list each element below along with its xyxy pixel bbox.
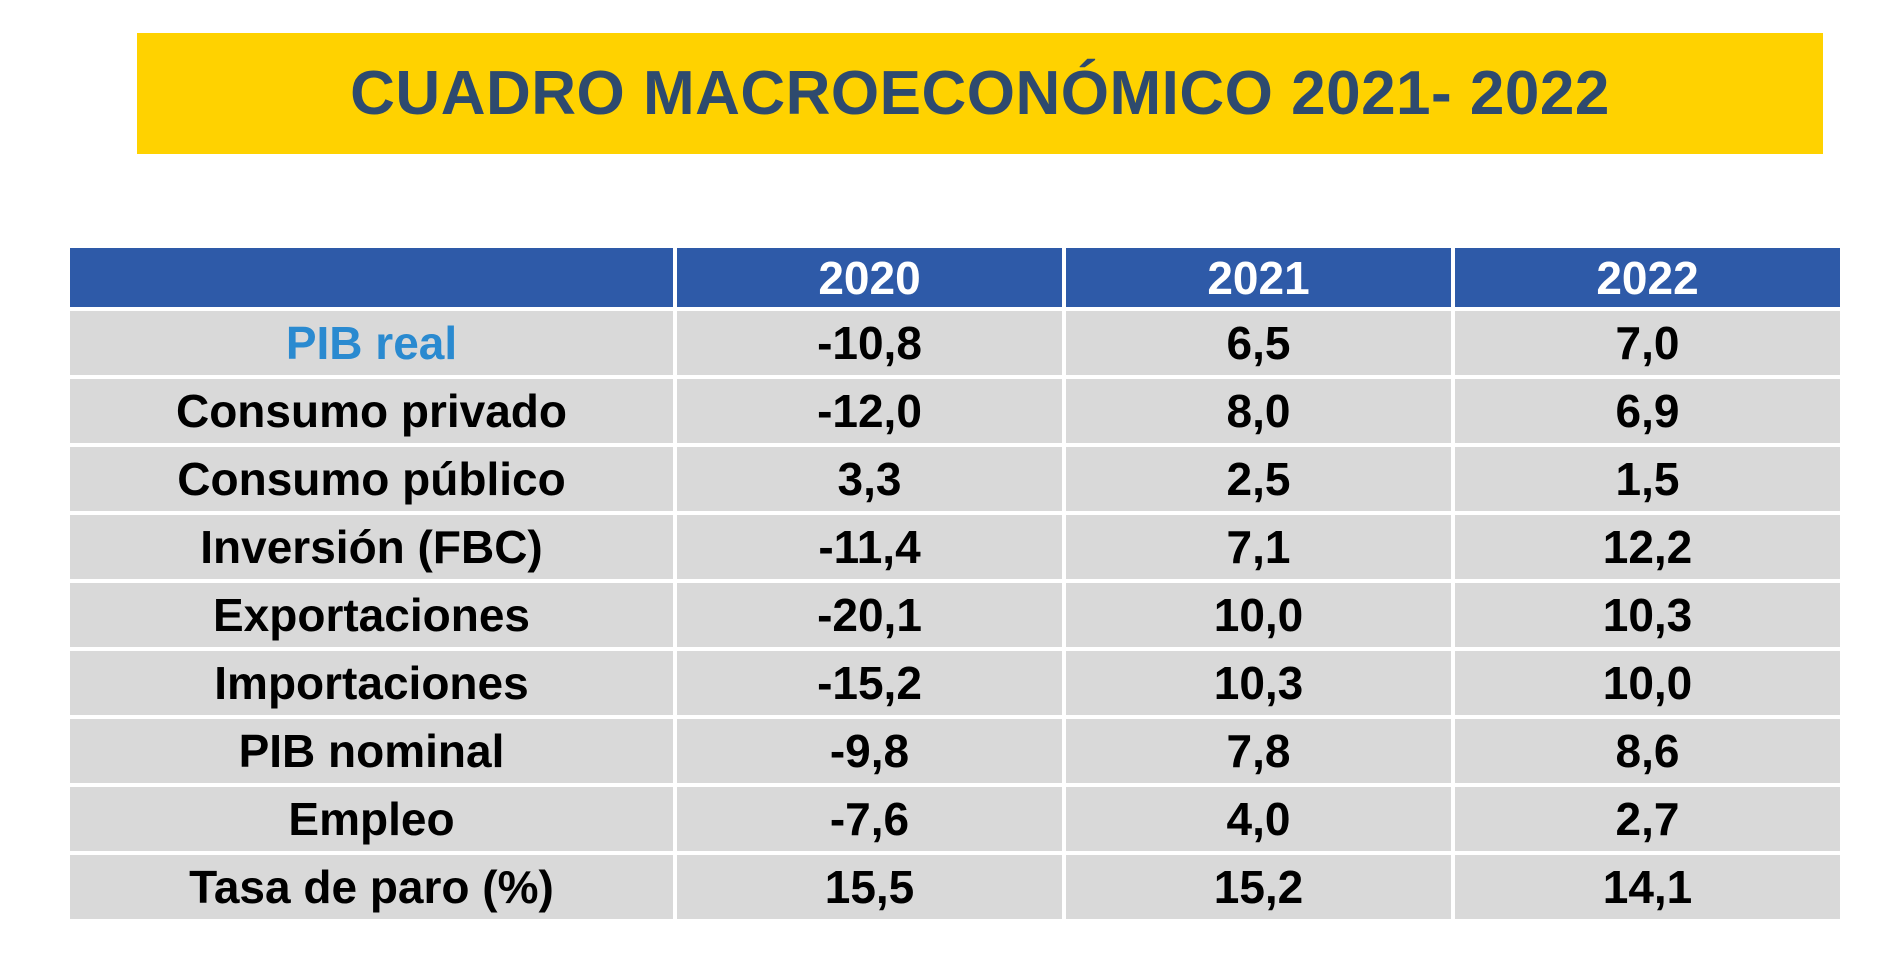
table-cell: -10,8 xyxy=(677,311,1062,375)
table-row: Exportaciones -20,1 10,0 10,3 xyxy=(70,583,1840,647)
table-cell: 3,3 xyxy=(677,447,1062,511)
header-row: 2020 2021 2022 xyxy=(70,248,1840,307)
table-header: 2020 2021 2022 xyxy=(70,248,1840,307)
title-banner: CUADRO MACROECONÓMICO 2021- 2022 xyxy=(137,33,1823,154)
table-cell: 4,0 xyxy=(1066,787,1451,851)
row-label: Inversión (FBC) xyxy=(70,515,673,579)
table-cell: 1,5 xyxy=(1455,447,1840,511)
row-label: Importaciones xyxy=(70,651,673,715)
row-label: Consumo público xyxy=(70,447,673,511)
table-row: PIB nominal -9,8 7,8 8,6 xyxy=(70,719,1840,783)
table-cell: -11,4 xyxy=(677,515,1062,579)
row-label: Consumo privado xyxy=(70,379,673,443)
table-cell: 7,8 xyxy=(1066,719,1451,783)
macro-table-wrapper: 2020 2021 2022 PIB real -10,8 6,5 7,0 Co… xyxy=(70,248,1840,923)
table-cell: 15,2 xyxy=(1066,855,1451,919)
table-cell: -12,0 xyxy=(677,379,1062,443)
table-row: Importaciones -15,2 10,3 10,0 xyxy=(70,651,1840,715)
table-cell: 10,3 xyxy=(1066,651,1451,715)
table-cell: 7,1 xyxy=(1066,515,1451,579)
table-cell: 7,0 xyxy=(1455,311,1840,375)
table-row: Empleo -7,6 4,0 2,7 xyxy=(70,787,1840,851)
table-row: Tasa de paro (%) 15,5 15,2 14,1 xyxy=(70,855,1840,919)
table-cell: -20,1 xyxy=(677,583,1062,647)
table-cell: 10,0 xyxy=(1066,583,1451,647)
table-cell: 10,0 xyxy=(1455,651,1840,715)
header-cell-label xyxy=(70,248,673,307)
table-cell: 12,2 xyxy=(1455,515,1840,579)
table-row: Inversión (FBC) -11,4 7,1 12,2 xyxy=(70,515,1840,579)
macro-table: 2020 2021 2022 PIB real -10,8 6,5 7,0 Co… xyxy=(66,244,1844,923)
table-row: Consumo privado -12,0 8,0 6,9 xyxy=(70,379,1840,443)
table-cell: 6,5 xyxy=(1066,311,1451,375)
table-cell: -15,2 xyxy=(677,651,1062,715)
table-row: Consumo público 3,3 2,5 1,5 xyxy=(70,447,1840,511)
table-cell: 10,3 xyxy=(1455,583,1840,647)
page-title: CUADRO MACROECONÓMICO 2021- 2022 xyxy=(350,58,1610,128)
row-label: Exportaciones xyxy=(70,583,673,647)
row-label: Empleo xyxy=(70,787,673,851)
header-cell-year: 2021 xyxy=(1066,248,1451,307)
table-body: PIB real -10,8 6,5 7,0 Consumo privado -… xyxy=(70,311,1840,919)
table-cell: 8,0 xyxy=(1066,379,1451,443)
row-label: PIB nominal xyxy=(70,719,673,783)
row-label: Tasa de paro (%) xyxy=(70,855,673,919)
header-cell-year: 2022 xyxy=(1455,248,1840,307)
table-cell: 2,5 xyxy=(1066,447,1451,511)
table-cell: -7,6 xyxy=(677,787,1062,851)
table-cell: 15,5 xyxy=(677,855,1062,919)
table-cell: -9,8 xyxy=(677,719,1062,783)
table-cell: 6,9 xyxy=(1455,379,1840,443)
table-row: PIB real -10,8 6,5 7,0 xyxy=(70,311,1840,375)
table-cell: 14,1 xyxy=(1455,855,1840,919)
table-cell: 8,6 xyxy=(1455,719,1840,783)
table-cell: 2,7 xyxy=(1455,787,1840,851)
row-label: PIB real xyxy=(70,311,673,375)
header-cell-year: 2020 xyxy=(677,248,1062,307)
